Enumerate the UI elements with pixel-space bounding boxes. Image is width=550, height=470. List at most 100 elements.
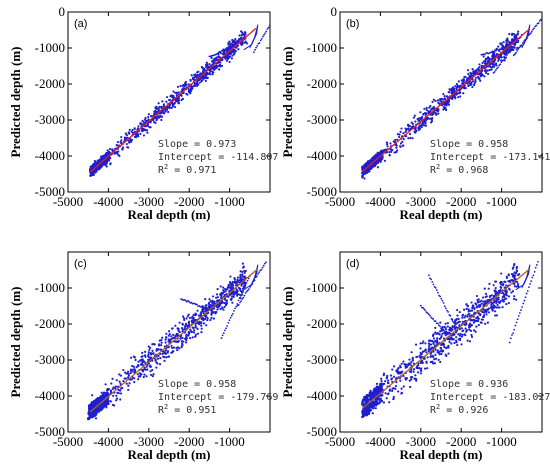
scatter-point [177,97,180,100]
scatter-point [431,334,435,338]
scatter-point [375,386,379,389]
scatter-point [231,51,234,54]
scatter-point [99,404,102,408]
scatter-point [179,84,182,88]
scatter-point [372,406,375,410]
scatter-point [174,334,177,338]
scatter-point [231,38,234,42]
scatter-point [428,345,431,348]
scatter-point [184,341,188,344]
r2-value: = 0.951 [168,405,216,416]
scatter-point [241,293,244,296]
scatter-point [133,380,136,384]
scatter-point [429,117,432,120]
scatter-point [196,327,199,330]
scatter-point [481,310,484,314]
scatter-point [204,75,207,78]
x-axis-label: Real depth (m) [127,207,210,222]
scatter-point [202,318,205,321]
scatter-point [491,52,495,56]
scatter-point [513,275,516,278]
scatter-point [197,70,200,73]
scatter-point [388,401,391,404]
scatter-point [157,354,160,357]
scatter-point [483,311,486,314]
scatter-point [279,9,281,11]
scatter-point [165,108,169,111]
scatter-point [171,346,174,350]
scatter-point [434,348,437,351]
scatter-point [150,352,153,355]
scatter-point [143,373,146,376]
scatter-point [396,132,399,136]
scatter-point [384,380,387,383]
scatter-point [396,149,399,152]
scatter-point [494,280,497,283]
scatter-point [431,113,434,116]
scatter-point [515,285,518,288]
scatter-point [220,294,223,298]
scatter-point [424,113,428,116]
scatter-point [488,68,491,72]
scatter-point [424,342,427,345]
scatter-point [378,384,382,388]
scatter-point [234,307,236,310]
scatter-point [489,65,492,69]
scatter-point [149,346,152,349]
scatter-point [200,312,203,315]
scatter-point [429,277,431,280]
scatter-point [459,332,462,336]
scatter-point [241,275,244,278]
scatter-point [483,62,487,65]
scatter-point [496,67,498,70]
scatter-point [392,397,395,401]
scatter-point [225,288,229,291]
scatter-point [442,302,445,304]
scatter-point [105,391,109,395]
scatter-point [397,135,401,139]
scatter-point [442,108,445,111]
scatter-point [418,119,421,123]
scatter-point [191,336,194,339]
scatter-point [220,337,223,339]
scatter-point [501,284,505,287]
scatter-point [196,73,199,77]
scatter-point [431,339,434,343]
scatter-point [473,307,476,310]
scatter-point [370,402,373,405]
scatter-point [165,356,168,359]
y-tick-label: 0 [331,4,338,19]
scatter-point [135,366,138,369]
scatter-point [411,137,414,140]
scatter-point [203,317,207,321]
scatter-point [439,360,442,364]
scatter-point [440,327,443,330]
scatter-point [276,14,278,16]
scatter-point [216,296,220,299]
scatter-point [419,342,422,345]
scatter-point [94,417,98,420]
x-tick-label: -5000 [325,194,355,209]
r2-symbol: R [430,165,437,176]
scatter-point [478,73,481,76]
slope-annotation: Slope = 0.936 [430,379,508,390]
scatter-point [146,124,149,127]
scatter-point [143,118,147,121]
scatter-point [203,76,205,79]
scatter-point [509,337,512,340]
scatter-point [533,270,536,273]
scatter-point [245,290,248,293]
scatter-point [156,115,160,118]
scatter-point [500,61,503,64]
scatter-point [362,398,365,401]
scatter-point [142,375,145,379]
scatter-point [500,55,503,59]
scatter-point [93,413,97,417]
scatter-point [505,56,507,59]
scatter-point [447,98,451,101]
scatter-point [100,395,104,399]
y-tick-label: -5000 [307,424,337,439]
scatter-point [490,304,493,307]
scatter-point [461,320,464,323]
scatter-point [404,378,407,381]
